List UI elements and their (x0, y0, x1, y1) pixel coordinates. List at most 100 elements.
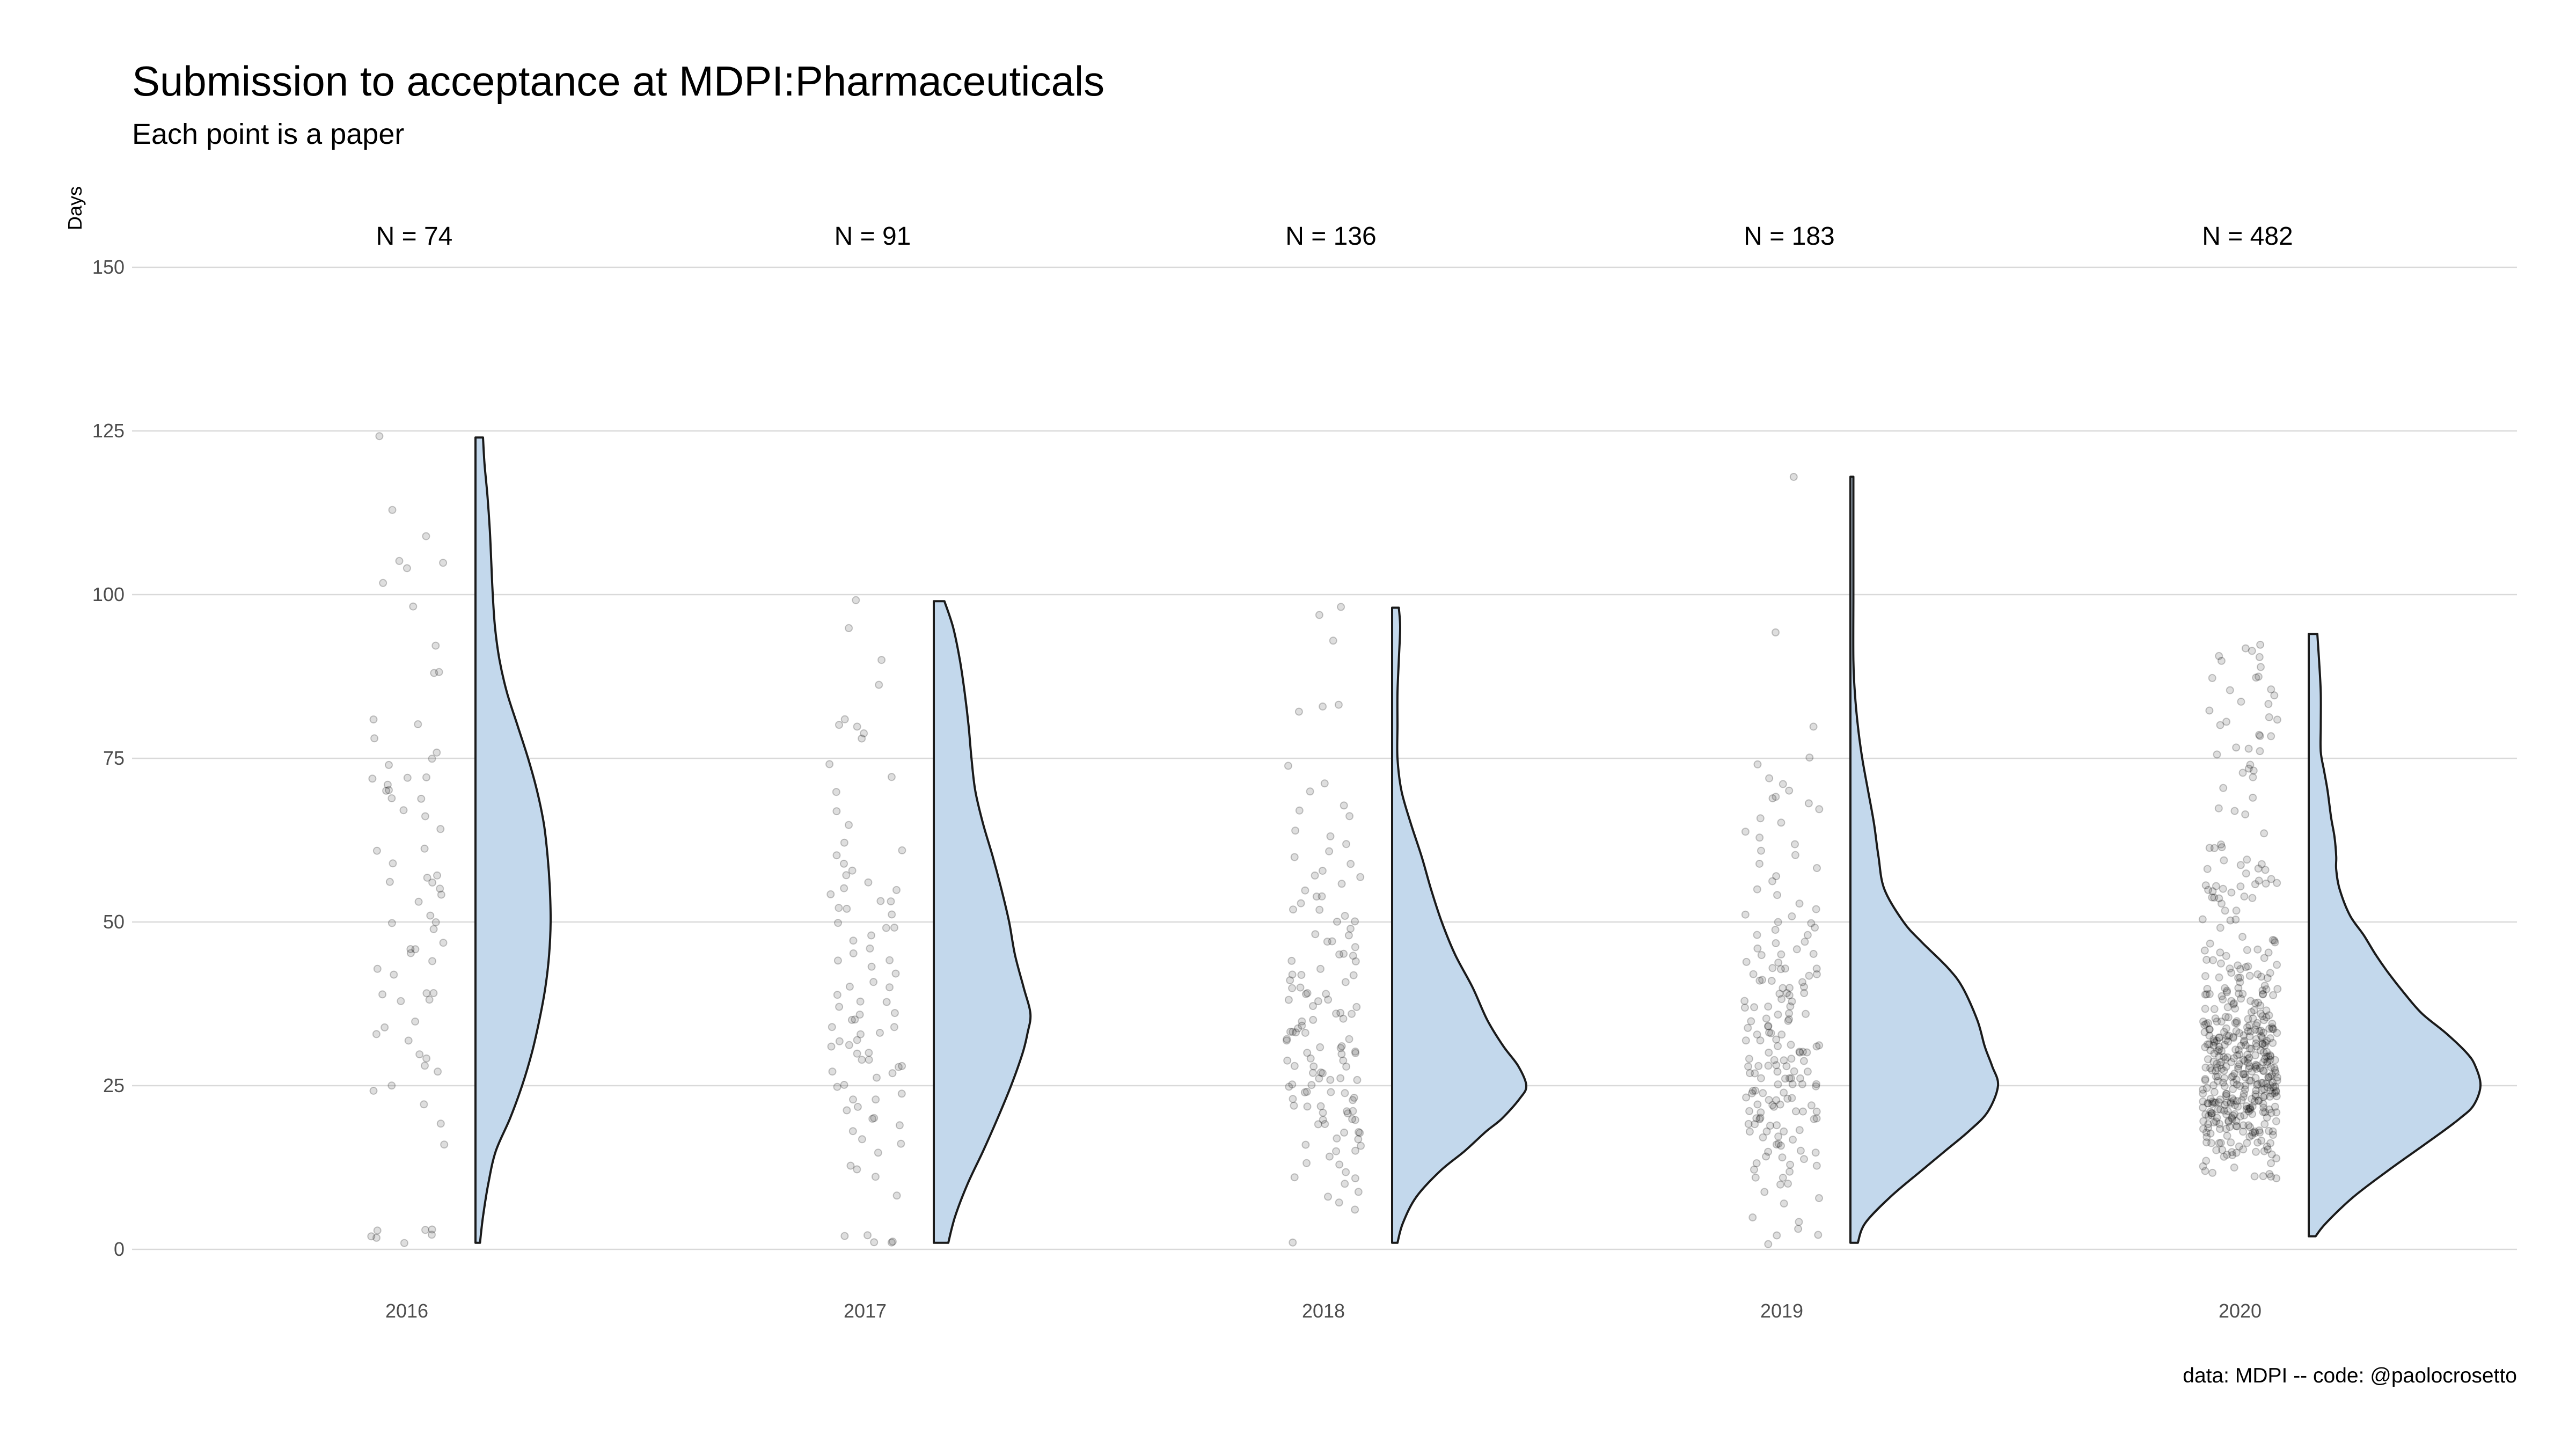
point-2020 (2201, 1110, 2210, 1118)
point-2020 (2260, 1092, 2269, 1100)
point-2020 (2215, 1033, 2223, 1042)
point-2020 (2244, 1015, 2252, 1023)
point-2020 (2226, 916, 2235, 925)
point-2020 (2236, 861, 2245, 869)
point-2018 (1288, 984, 1297, 992)
point-2016 (404, 1036, 413, 1045)
point-2020 (2235, 1029, 2244, 1037)
point-2020 (2267, 1063, 2275, 1071)
point-2016 (400, 1239, 408, 1247)
point-2016 (431, 918, 440, 926)
point-2018 (1303, 1102, 1312, 1111)
point-2018 (1341, 978, 1350, 986)
point-2016 (414, 720, 422, 728)
point-2018 (1316, 1102, 1325, 1110)
point-2018 (1342, 840, 1350, 848)
point-2020 (2243, 1023, 2251, 1031)
point-2020 (2230, 999, 2238, 1007)
point-2020 (2216, 959, 2225, 968)
point-2016 (425, 996, 434, 1004)
point-2017 (898, 1062, 906, 1070)
point-2020 (2220, 1066, 2228, 1075)
point-2018 (1312, 892, 1321, 901)
point-2019 (1794, 1225, 1803, 1233)
point-2018 (1318, 867, 1327, 875)
point-2018 (1283, 1036, 1291, 1045)
point-2017 (848, 866, 857, 875)
point-2019 (1745, 1107, 1754, 1115)
point-2017 (848, 1127, 857, 1136)
point-2020 (2255, 876, 2263, 885)
point-2020 (2229, 1034, 2238, 1042)
point-2020 (2246, 997, 2255, 1005)
point-2020 (2208, 1100, 2216, 1108)
point-2020 (2246, 1123, 2255, 1131)
x-tick-label-2017: 2017 (844, 1300, 887, 1322)
point-2020 (2215, 1043, 2223, 1051)
point-2017 (851, 1015, 859, 1024)
point-2020 (2202, 990, 2211, 999)
point-2018 (1349, 971, 1358, 979)
point-2016 (399, 806, 408, 815)
point-2018 (1345, 1035, 1353, 1043)
point-2017 (853, 1103, 862, 1111)
point-2020 (2239, 1070, 2248, 1079)
point-2019 (1798, 1048, 1807, 1056)
n-label-2020: N = 482 (2202, 222, 2293, 251)
point-2020 (2260, 1147, 2268, 1155)
point-2020 (2200, 1028, 2209, 1036)
point-2018 (1292, 1028, 1300, 1037)
point-2019 (1753, 944, 1762, 953)
point-2020 (2271, 1069, 2280, 1077)
point-2020 (2233, 1080, 2241, 1089)
point-2020 (2244, 764, 2253, 773)
point-2020 (2211, 1067, 2220, 1075)
point-2020 (2206, 1108, 2215, 1116)
point-2017 (866, 944, 874, 953)
point-2019 (1788, 912, 1796, 920)
point-2020 (2208, 893, 2216, 902)
point-2019 (1760, 1188, 1769, 1196)
point-2016 (388, 506, 397, 514)
point-2020 (2247, 1008, 2256, 1016)
point-2017 (887, 1238, 896, 1247)
point-2020 (2202, 1020, 2211, 1028)
point-2020 (2244, 962, 2252, 971)
point-2020 (2272, 1174, 2281, 1183)
point-2019 (1751, 1086, 1760, 1095)
point-2020 (2204, 1099, 2212, 1108)
point-2020 (2216, 721, 2224, 729)
point-2019 (1764, 1002, 1773, 1011)
point-2020 (2257, 972, 2265, 981)
point-2020 (2259, 1079, 2267, 1087)
point-2019 (1795, 899, 1804, 908)
point-2018 (1294, 1024, 1302, 1033)
point-2020 (2256, 731, 2264, 740)
point-2018 (1340, 801, 1348, 810)
point-2020 (2239, 1070, 2248, 1078)
point-2017 (860, 729, 868, 737)
point-2019 (1764, 1062, 1773, 1070)
point-2020 (2213, 1064, 2221, 1072)
point-2020 (2208, 1066, 2216, 1074)
point-2020 (2246, 1106, 2255, 1114)
point-2019 (1784, 1180, 1792, 1188)
point-2020 (2199, 1162, 2207, 1170)
point-2020 (2201, 990, 2209, 999)
point-2019 (1811, 1148, 1820, 1157)
point-2020 (2212, 1117, 2220, 1126)
point-2017 (876, 897, 885, 905)
point-2020 (2209, 956, 2218, 964)
point-2020 (2232, 743, 2241, 752)
point-2020 (2256, 1001, 2265, 1010)
chart-subtitle: Each point is a paper (132, 118, 404, 150)
point-2020 (2262, 1006, 2271, 1015)
point-2019 (1788, 997, 1796, 1006)
point-2019 (1783, 1094, 1792, 1103)
point-2019 (1788, 1080, 1797, 1088)
point-2020 (2230, 1070, 2239, 1078)
point-2020 (2213, 1017, 2221, 1026)
point-2018 (1301, 1140, 1310, 1149)
point-2019 (1791, 851, 1799, 859)
point-2020 (2264, 1052, 2272, 1061)
